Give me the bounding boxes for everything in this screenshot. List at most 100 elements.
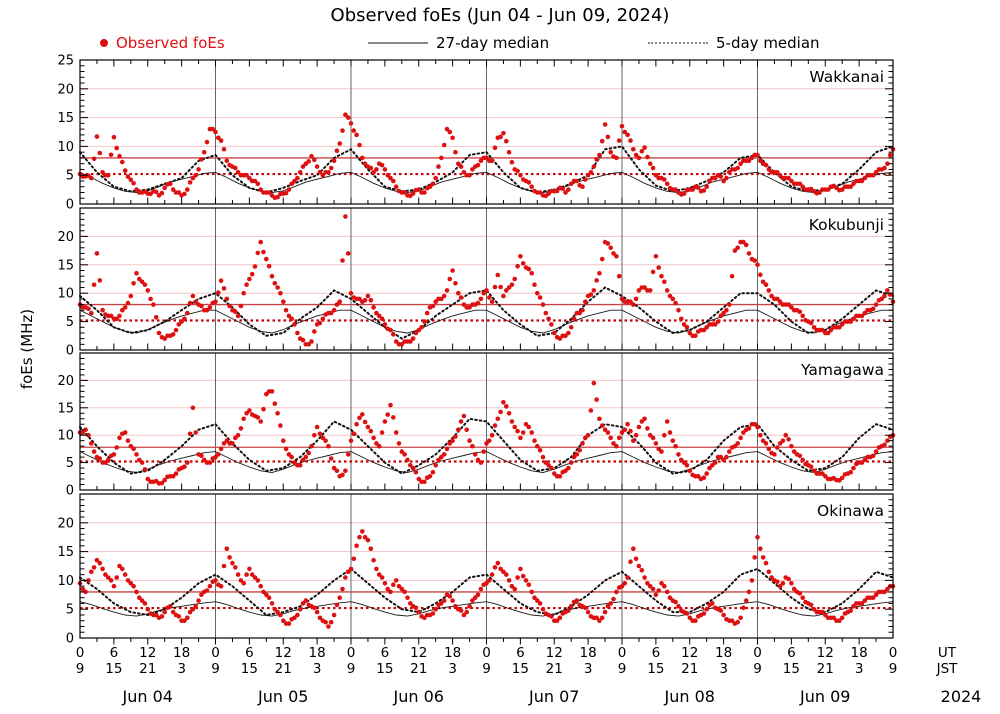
observed-point <box>134 187 139 192</box>
observed-point <box>789 178 794 184</box>
observed-point <box>320 316 326 322</box>
observed-point <box>851 604 856 609</box>
observed-point <box>255 415 261 420</box>
observed-point <box>811 606 817 612</box>
observed-point <box>552 330 557 336</box>
observed-point <box>614 253 619 259</box>
observed-point <box>585 609 591 615</box>
ut-axis-label: UT <box>938 645 957 661</box>
observed-point <box>97 456 103 461</box>
observed-point <box>650 269 656 275</box>
observed-point <box>379 575 385 580</box>
observed-point <box>622 581 628 586</box>
observed-point <box>413 605 419 611</box>
observed-point <box>721 310 726 316</box>
observed-point <box>817 190 822 195</box>
observed-point <box>526 266 532 272</box>
observed-point <box>633 556 639 562</box>
observed-point <box>247 175 252 181</box>
observed-point <box>176 190 182 195</box>
observed-point <box>662 279 667 285</box>
observed-point <box>670 438 676 444</box>
observed-point <box>859 178 865 184</box>
observed-point <box>453 604 458 609</box>
observed-point <box>636 155 642 161</box>
observed-point <box>622 427 628 433</box>
observed-point <box>105 172 111 178</box>
observed-point <box>520 573 526 579</box>
observed-point <box>137 595 142 600</box>
observed-point <box>275 285 280 290</box>
observed-point <box>786 576 791 582</box>
observed-point <box>633 432 639 438</box>
observed-point <box>608 149 613 155</box>
median5-line <box>79 567 894 617</box>
observed-point <box>345 115 351 120</box>
observed-point <box>334 468 340 474</box>
observed-point <box>83 427 88 433</box>
observed-point <box>625 421 630 427</box>
observed-point <box>467 438 472 444</box>
observed-point <box>334 302 340 307</box>
y-tick-label: 0 <box>66 632 74 647</box>
station-label: Yamagawa <box>800 361 884 379</box>
observed-point <box>328 456 334 461</box>
observed-point <box>766 446 772 452</box>
observed-point <box>599 138 605 144</box>
ut-tick-label: 18 <box>851 645 868 661</box>
ut-tick-label: 12 <box>681 645 698 661</box>
observed-point <box>506 149 512 155</box>
observed-point <box>650 586 656 592</box>
observed-point <box>495 272 501 278</box>
observed-point <box>261 589 266 595</box>
observed-point <box>608 435 613 441</box>
observed-point <box>704 471 709 476</box>
observed-point <box>537 295 543 300</box>
observed-point <box>348 290 354 296</box>
observed-point <box>515 263 520 269</box>
observed-point <box>444 288 450 293</box>
observed-point <box>317 615 323 621</box>
observed-point <box>444 126 450 132</box>
observed-point <box>266 263 272 269</box>
observed-point <box>676 307 681 313</box>
observed-point <box>131 181 136 186</box>
observed-point <box>131 583 136 589</box>
observed-point <box>755 424 760 430</box>
observed-point <box>498 284 503 290</box>
observed-point <box>405 595 410 600</box>
observed-point <box>436 164 441 169</box>
jst-tick-label: 3 <box>313 661 322 677</box>
observed-point <box>162 185 167 191</box>
observed-point <box>808 602 814 608</box>
observed-point <box>504 404 509 409</box>
observed-point <box>281 618 286 623</box>
observed-point <box>201 149 207 155</box>
observed-point <box>320 172 326 178</box>
observed-point <box>687 615 693 621</box>
observed-point <box>89 569 94 575</box>
observed-point <box>323 619 328 625</box>
observed-point <box>568 325 574 330</box>
observed-point <box>416 187 422 192</box>
observed-point <box>735 165 740 171</box>
observed-point <box>461 413 467 419</box>
observed-point <box>772 452 777 457</box>
observed-point <box>704 184 709 189</box>
observed-point <box>780 581 786 586</box>
observed-point <box>605 134 611 140</box>
observed-point <box>467 305 472 310</box>
observed-point <box>594 397 599 402</box>
observed-point <box>264 592 269 598</box>
observed-point <box>388 175 393 181</box>
observed-point <box>145 476 151 482</box>
observed-point <box>456 290 461 296</box>
observed-point <box>526 582 532 587</box>
observed-point <box>625 132 630 138</box>
observed-point <box>518 253 523 259</box>
observed-point <box>252 575 258 580</box>
day-label: Jun 05 <box>257 687 308 706</box>
jst-tick-label: 21 <box>546 661 563 677</box>
observed-point <box>433 299 439 305</box>
observed-point <box>515 428 520 434</box>
